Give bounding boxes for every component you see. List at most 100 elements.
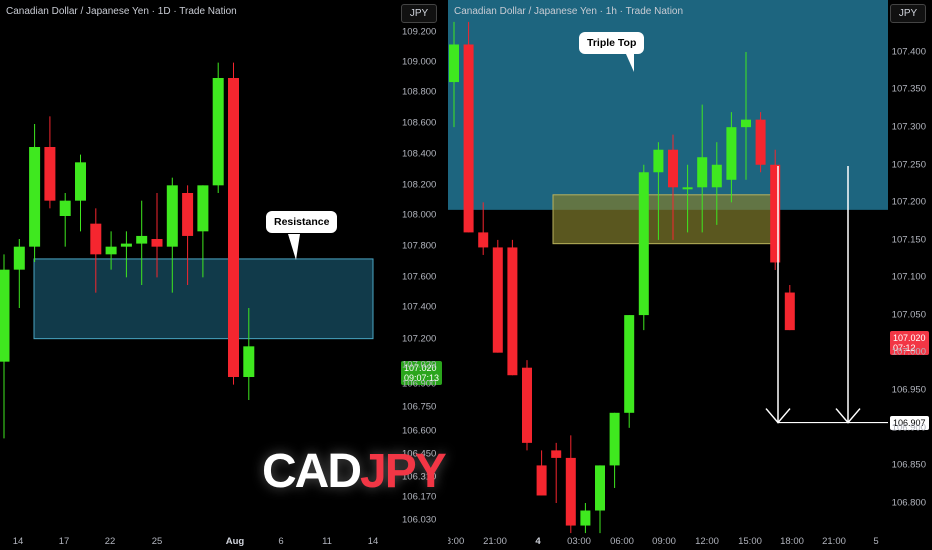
left-price-tick: 108.400: [402, 148, 437, 160]
left-time-tick: 25: [151, 536, 163, 547]
left-price-tick: 106.750: [402, 401, 437, 413]
left-price-tick: 106.900: [402, 378, 437, 390]
right-time-tick: 8:00: [448, 536, 465, 547]
left-time-tick: 22: [104, 536, 116, 547]
right-chart-pane[interactable]: Canadian Dollar / Japanese Yen · 1h · Tr…: [448, 0, 888, 550]
candle-body: [784, 292, 795, 331]
left-time-tick: Aug: [225, 536, 245, 547]
candle-body: [741, 119, 751, 128]
target-arrow-head: [765, 408, 791, 424]
candle-body: [90, 223, 102, 255]
left-price-tick: 108.600: [402, 117, 437, 129]
left-chart-pane[interactable]: Canadian Dollar / Japanese Yen · 1D · Tr…: [0, 0, 398, 550]
left-price-axis[interactable]: JPY 107.020 09:07:13 109.200 109.000 108.8…: [398, 0, 448, 550]
candle-body: [151, 239, 163, 247]
candle-body: [668, 149, 678, 188]
right-price-tick: 107.200: [891, 196, 926, 208]
left-time-tick: 14: [367, 536, 379, 547]
right-time-tick: 06:00: [610, 536, 634, 547]
right-time-tick: 09:00: [652, 536, 676, 547]
candle-body: [580, 510, 591, 526]
candle-body: [522, 367, 532, 443]
candle-body: [243, 346, 255, 377]
candle-body: [228, 78, 239, 377]
left-current-price-box: 107.020 09:07:13: [401, 361, 443, 385]
candle-body: [536, 465, 547, 496]
neckline-zone: [552, 194, 777, 245]
right-time-tick: 21:00: [483, 536, 507, 547]
right-time-tick: 5: [873, 536, 879, 547]
candle-body: [711, 164, 722, 188]
right-price-tick: 106.950: [891, 384, 926, 396]
left-price-tick: 108.800: [402, 86, 437, 98]
right-time-tick: 03:00: [567, 536, 591, 547]
right-price-tick: 107.350: [891, 83, 926, 95]
right-price-tick: 107.300: [891, 121, 926, 133]
candle-body: [29, 147, 41, 247]
candle-body: [697, 157, 708, 188]
candle-body: [726, 127, 737, 180]
candle-body: [182, 193, 194, 236]
candle-body: [105, 246, 117, 255]
right-currency-button[interactable]: JPY: [890, 4, 926, 23]
right-time-tick: 15:00: [738, 536, 762, 547]
left-price-tick: 106.170: [402, 491, 437, 503]
right-time-tick: 12:00: [695, 536, 719, 547]
logo-jpy: JPY: [360, 445, 447, 498]
right-price-tick: 107.150: [891, 234, 926, 246]
candle-body: [197, 185, 209, 232]
candle-body: [624, 315, 635, 413]
candle-body: [551, 450, 562, 458]
candle-body: [75, 162, 86, 201]
candle-body: [770, 164, 781, 263]
triple-top-callout[interactable]: Triple Top: [579, 32, 645, 54]
candle-body: [478, 232, 489, 248]
candle-body: [44, 147, 56, 201]
left-current-price: 107.020: [404, 363, 437, 373]
candle-body: [0, 269, 10, 362]
left-price-tick: 106.450: [402, 448, 437, 460]
right-price-tick: 106.900: [891, 422, 926, 434]
left-price-tick: 107.800: [402, 240, 437, 252]
right-price-tick: 107.400: [891, 46, 926, 58]
candle-body: [609, 412, 620, 466]
candle-body: [638, 172, 649, 316]
candle-body: [120, 243, 132, 247]
left-time-tick: 17: [58, 536, 70, 547]
left-x-axis: 14 17 22 25 Aug 6 11 14: [0, 534, 398, 550]
candle-body: [463, 44, 474, 233]
candle-body: [653, 149, 664, 173]
logo-cad: CAD: [262, 445, 362, 498]
right-time-tick: 21:00: [822, 536, 846, 547]
cadjpy-logo: CADJPY: [262, 444, 447, 499]
right-price-tick: 107.250: [891, 159, 926, 171]
right-current-price-box: 107.020 07:12: [890, 331, 929, 355]
left-price-tick: 107.200: [402, 333, 437, 345]
right-price-tick: 107.050: [891, 309, 926, 321]
right-price-axis[interactable]: JPY 107.020 07:12 106.907 107.400 107.350…: [888, 0, 932, 550]
candle-body: [492, 247, 503, 353]
resistance-zone: [33, 258, 374, 340]
left-chart-title: Canadian Dollar / Japanese Yen · 1D · Tr…: [6, 6, 237, 17]
left-price-tick: 106.030: [402, 514, 437, 526]
right-candles: [448, 0, 888, 534]
left-price-tick: 106.600: [402, 425, 437, 437]
left-candles: [0, 62, 374, 439]
right-price-tick: 107.100: [891, 271, 926, 283]
candle-body: [565, 457, 576, 526]
right-x-axis: 8:00 21:00 4 03:00 06:00 09:00 12:00 15:00 18:00…: [448, 534, 888, 550]
candle-body: [166, 185, 178, 247]
candle-body: [59, 200, 71, 216]
resistance-callout[interactable]: Resistance: [266, 211, 338, 233]
resistance-pointer: [288, 234, 300, 260]
candle-body: [755, 119, 766, 165]
left-price-tick: 109.200: [402, 26, 437, 38]
left-time-tick: 14: [12, 536, 24, 547]
candle-body: [682, 187, 693, 190]
candle-body: [449, 44, 459, 83]
left-price-tick: 109.000: [402, 56, 437, 68]
left-time-tick: 11: [322, 536, 332, 547]
left-currency-button[interactable]: JPY: [401, 4, 437, 23]
candle-body: [13, 246, 25, 270]
left-price-tick: 108.000: [402, 209, 437, 221]
